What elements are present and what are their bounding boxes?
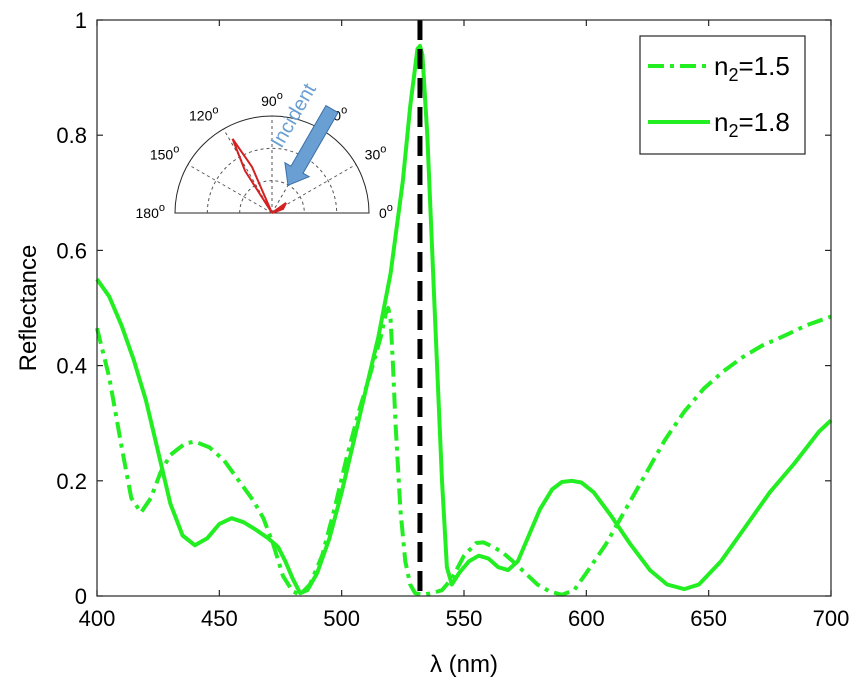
series-line-1	[95, 306, 832, 597]
axes: 400 450 500 550 600 650 700 0 0.2 0.4 0.6 0.8 1 λ (nm…	[15, 8, 849, 678]
polar-angle-label: 120o	[189, 104, 218, 123]
incident-arrow	[284, 104, 339, 186]
legend: n2=1.5 n2=1.8	[639, 35, 806, 155]
polar-grid-spoke	[223, 128, 273, 214]
y-tick-label: 0.2	[56, 469, 87, 494]
y-tick-label: 0.4	[56, 354, 87, 379]
x-tick-label: 500	[323, 606, 360, 631]
x-tick-label: 400	[79, 606, 116, 631]
polar-angle-label: 150o	[150, 144, 179, 163]
polar-grid-spoke	[271, 164, 357, 214]
x-tick-label: 600	[568, 606, 605, 631]
polar-angle-label: 180o	[136, 202, 165, 221]
y-tick-label: 0.8	[56, 123, 87, 148]
legend-label-2: n2=1.8	[714, 107, 790, 141]
plot-area	[95, 20, 833, 597]
x-tick-label: 650	[690, 606, 727, 631]
x-tick-label: 450	[201, 606, 238, 631]
reflection-arrow	[271, 202, 287, 214]
legend-label-1: n2=1.5	[714, 51, 790, 85]
x-tick-label: 700	[813, 606, 850, 631]
reflection-lobe	[231, 138, 273, 214]
y-tick-label: 1	[75, 8, 87, 33]
polar-inset: 0o30o60o90o120o150o180oIncident	[136, 80, 393, 221]
y-tick-label: 0	[75, 584, 87, 609]
y-tick-label: 0.6	[56, 238, 87, 263]
polar-grid-spoke	[187, 164, 273, 214]
x-tick-label: 550	[446, 606, 483, 631]
x-axis-label: λ (nm)	[430, 651, 498, 678]
legend-box	[639, 35, 806, 155]
y-axis-label: Reflectance	[15, 245, 42, 372]
